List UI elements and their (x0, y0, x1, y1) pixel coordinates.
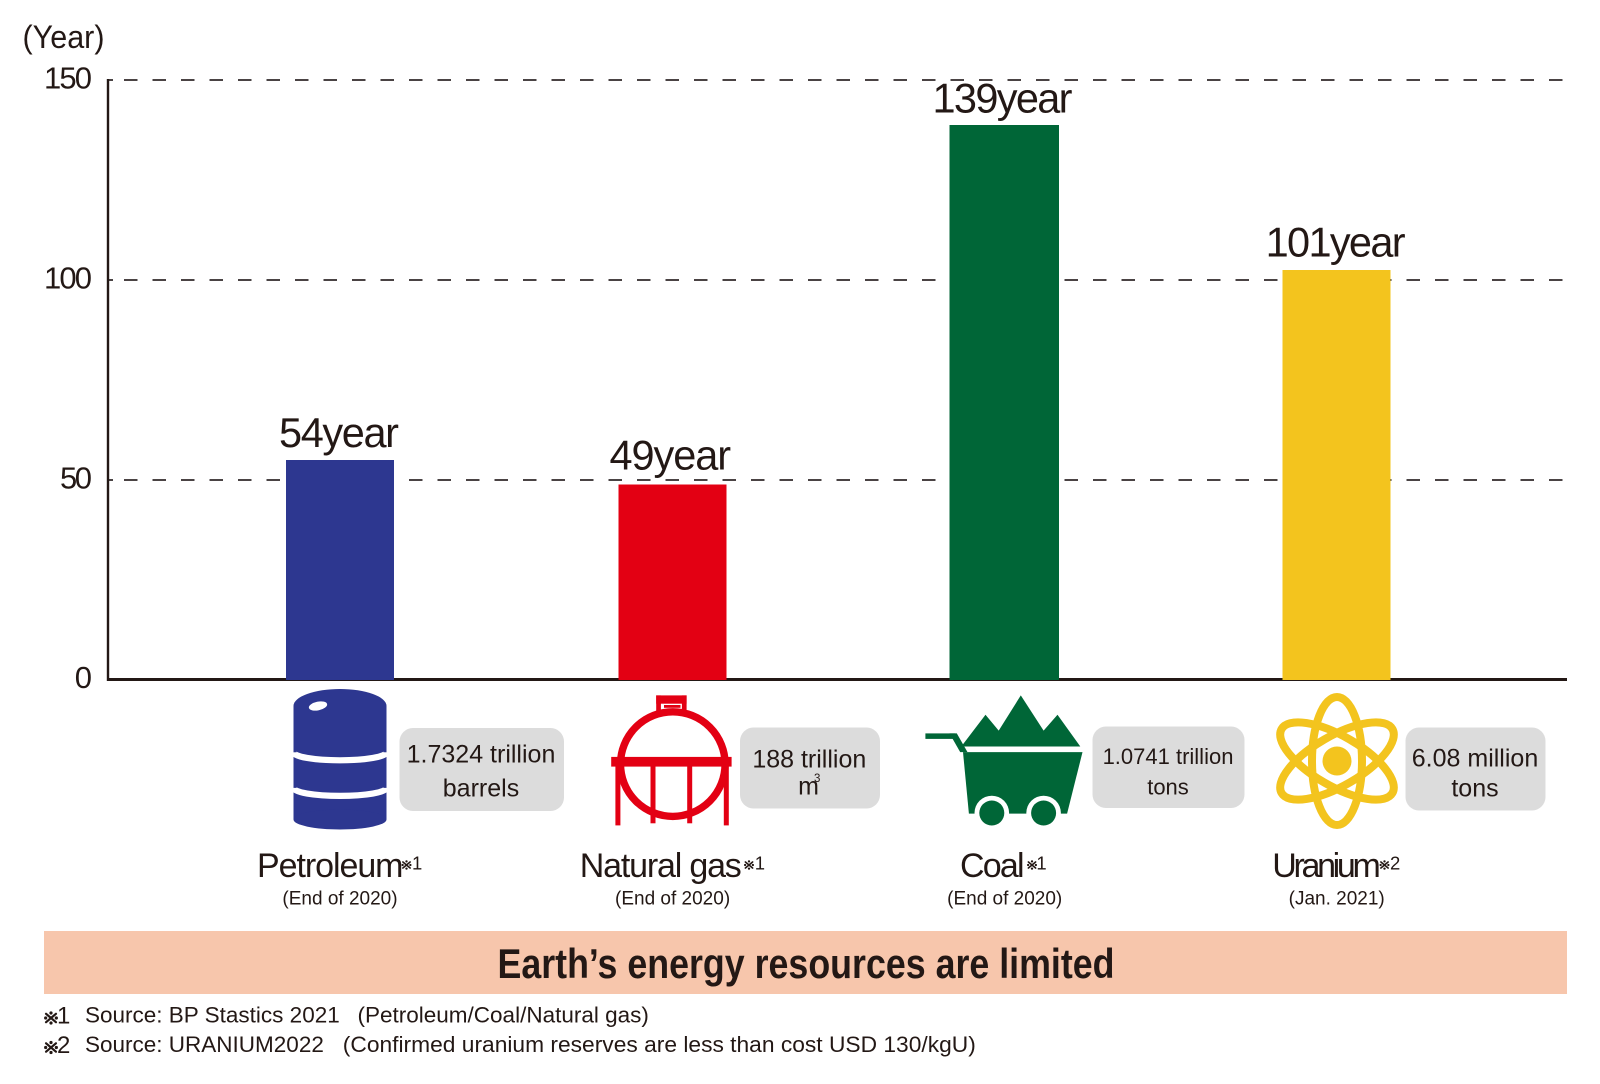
svg-text:Source: BP Stastics 2021: Source: BP Stastics 2021 (85, 1003, 340, 1028)
svg-text:(Confirmed uranium reserves ar: (Confirmed uranium reserves are less tha… (343, 1032, 976, 1057)
svg-text:Earth’s energy resources are l: Earth’s energy resources are limited (498, 940, 1115, 987)
svg-text:tons: tons (1147, 774, 1189, 799)
svg-text:(Year): (Year) (23, 19, 105, 55)
svg-text:Natural gas: Natural gas (580, 847, 742, 885)
svg-text:m: m (798, 773, 819, 801)
svg-text:1: 1 (412, 853, 422, 874)
svg-text:(End of 2020): (End of 2020) (947, 889, 1062, 910)
svg-text:(Jan. 2021): (Jan. 2021) (1289, 889, 1385, 910)
svg-text:1: 1 (1036, 853, 1046, 874)
svg-text:100: 100 (44, 261, 92, 296)
svg-text:2: 2 (57, 1032, 70, 1059)
svg-text:139year: 139year (933, 75, 1073, 122)
svg-text:Coal: Coal (960, 847, 1025, 885)
svg-text:54year: 54year (279, 409, 399, 456)
svg-text:tons: tons (1451, 775, 1498, 803)
svg-text:Source: URANIUM2022: Source: URANIUM2022 (85, 1032, 324, 1057)
svg-text:49year: 49year (610, 432, 732, 479)
svg-text:1: 1 (57, 1003, 70, 1030)
svg-text:6.08 million: 6.08 million (1412, 745, 1538, 773)
svg-text:Petroleum: Petroleum (257, 847, 404, 885)
svg-text:1: 1 (755, 853, 765, 874)
svg-text:150: 150 (44, 61, 92, 96)
svg-text:(End of 2020): (End of 2020) (615, 889, 730, 910)
svg-text:barrels: barrels (443, 775, 519, 803)
svg-text:3: 3 (814, 773, 820, 785)
svg-text:0: 0 (75, 660, 92, 695)
svg-text:Uranium: Uranium (1272, 847, 1381, 885)
svg-text:(Petroleum/Coal/Natural gas): (Petroleum/Coal/Natural gas) (358, 1003, 649, 1028)
svg-text:1.0741 trillion: 1.0741 trillion (1103, 744, 1234, 769)
svg-text:2: 2 (1390, 853, 1400, 874)
svg-text:188 trillion: 188 trillion (752, 746, 866, 774)
svg-text:101year: 101year (1266, 219, 1406, 266)
svg-text:50: 50 (60, 461, 92, 496)
svg-text:1.7324 trillion: 1.7324 trillion (407, 741, 556, 769)
svg-text:(End of 2020): (End of 2020) (282, 889, 397, 910)
